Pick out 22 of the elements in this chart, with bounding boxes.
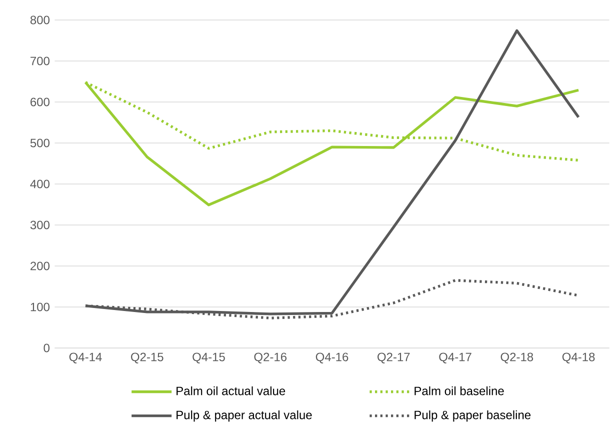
legend-label: Palm oil baseline xyxy=(414,386,504,396)
y-tick-label: 200 xyxy=(30,262,50,270)
x-tick-label: Q4-14 xyxy=(69,352,102,364)
legend-label: Pulp & paper baseline xyxy=(414,410,531,422)
x-tick-label: Q2-18 xyxy=(500,352,534,364)
y-tick-label: 500 xyxy=(30,138,50,148)
y-tick-label: 800 xyxy=(30,16,50,24)
y-tick-label: 700 xyxy=(30,56,50,66)
x-tick-label: Q2-17 xyxy=(378,352,410,364)
legend-label: Palm oil actual value xyxy=(176,386,286,396)
x-tick-label: Q4-16 xyxy=(316,352,348,364)
x-tick-label: Q2-16 xyxy=(254,352,287,364)
y-tick-label: 400 xyxy=(30,180,50,188)
legend-label: Pulp & paper actual value xyxy=(176,410,312,422)
x-tick-label: Q4-15 xyxy=(192,352,225,364)
x-tick-label: Q4-17 xyxy=(439,352,472,364)
x-tick-label: Q2-15 xyxy=(131,352,164,364)
x-tick-label: Q4-18 xyxy=(562,352,595,364)
y-tick-label: 300 xyxy=(30,220,50,230)
y-tick-label: 100 xyxy=(30,302,50,312)
y-tick-label: 0 xyxy=(44,344,50,352)
y-tick-label: 600 xyxy=(30,98,50,106)
